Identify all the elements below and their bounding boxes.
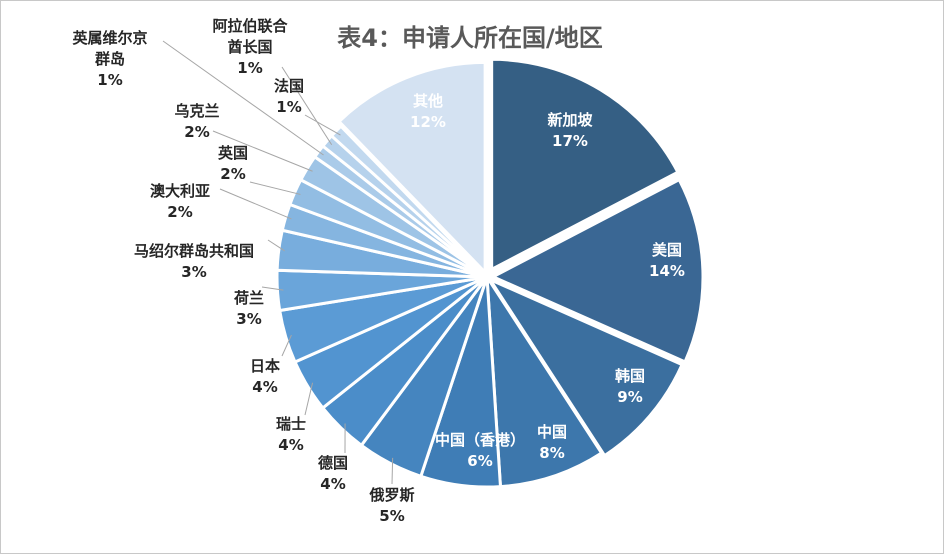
pie-slice-1 bbox=[489, 177, 705, 364]
slice-percent-14: 1% bbox=[97, 71, 122, 89]
slice-percent-9: 3% bbox=[236, 310, 261, 328]
slice-percent-17: 12% bbox=[410, 113, 446, 131]
leader-line-7 bbox=[304, 382, 314, 416]
slice-label-4: 中国（香港） bbox=[435, 431, 525, 449]
leader-line-8 bbox=[281, 334, 292, 357]
slice-percent-12: 2% bbox=[220, 165, 245, 183]
slice-percent-13: 2% bbox=[184, 123, 209, 141]
slice-percent-11: 2% bbox=[167, 203, 192, 221]
slice-label-14-line-0: 英属维尔京 bbox=[72, 29, 147, 47]
slice-label-17: 其他 bbox=[413, 92, 443, 110]
leader-line-10 bbox=[267, 239, 285, 252]
slice-percent-2: 9% bbox=[617, 388, 642, 406]
slice-label-0: 新加坡 bbox=[547, 111, 592, 129]
leader-line-16 bbox=[304, 114, 341, 136]
slice-label-13: 乌克兰 bbox=[174, 102, 219, 120]
pie-slice-2 bbox=[486, 276, 685, 458]
slice-label-11: 澳大利亚 bbox=[150, 182, 210, 200]
chart-title: 表4：申请人所在国/地区 bbox=[337, 24, 602, 52]
slice-label-5: 俄罗斯 bbox=[368, 486, 414, 504]
slice-percent-4: 6% bbox=[467, 452, 492, 470]
slice-percent-0: 17% bbox=[552, 132, 588, 150]
slice-percent-3: 8% bbox=[539, 444, 564, 462]
slice-percent-15: 1% bbox=[237, 59, 262, 77]
slice-label-8: 日本 bbox=[250, 357, 280, 375]
leader-line-11 bbox=[219, 188, 292, 220]
slice-label-3: 中国 bbox=[537, 423, 567, 441]
slice-percent-6: 4% bbox=[320, 475, 345, 493]
slice-percent-10: 3% bbox=[181, 263, 206, 281]
slice-label-15-line-0: 阿拉伯联合 bbox=[212, 17, 288, 35]
slice-label-2: 韩国 bbox=[615, 367, 645, 385]
slice-label-15-line-1: 酋长国 bbox=[227, 38, 272, 56]
slice-label-12: 英国 bbox=[218, 144, 248, 162]
leader-line-13 bbox=[212, 130, 313, 172]
slice-label-10: 马绍尔群岛共和国 bbox=[134, 242, 254, 260]
slice-label-7: 瑞士 bbox=[276, 415, 306, 433]
slice-percent-8: 4% bbox=[252, 378, 277, 396]
slice-percent-5: 5% bbox=[379, 507, 404, 525]
leader-line-15 bbox=[281, 66, 333, 146]
pie-slice-17 bbox=[336, 60, 487, 277]
slice-label-6: 德国 bbox=[318, 454, 348, 472]
slice-percent-16: 1% bbox=[276, 98, 301, 116]
slice-label-16: 法国 bbox=[274, 77, 304, 95]
slice-label-1: 美国 bbox=[652, 241, 682, 259]
leader-line-14 bbox=[162, 40, 324, 156]
pie-slice-16 bbox=[329, 124, 489, 279]
slice-percent-1: 14% bbox=[649, 262, 685, 280]
leader-line-12 bbox=[249, 181, 301, 195]
pie-slice-0 bbox=[490, 57, 680, 272]
pie-slice-3 bbox=[485, 271, 604, 489]
leader-line-9 bbox=[261, 286, 284, 291]
slice-label-9: 荷兰 bbox=[234, 289, 264, 307]
slice-percent-7: 4% bbox=[278, 436, 303, 454]
leader-line-5 bbox=[391, 457, 394, 485]
slice-label-14-line-1: 群岛 bbox=[95, 50, 125, 68]
